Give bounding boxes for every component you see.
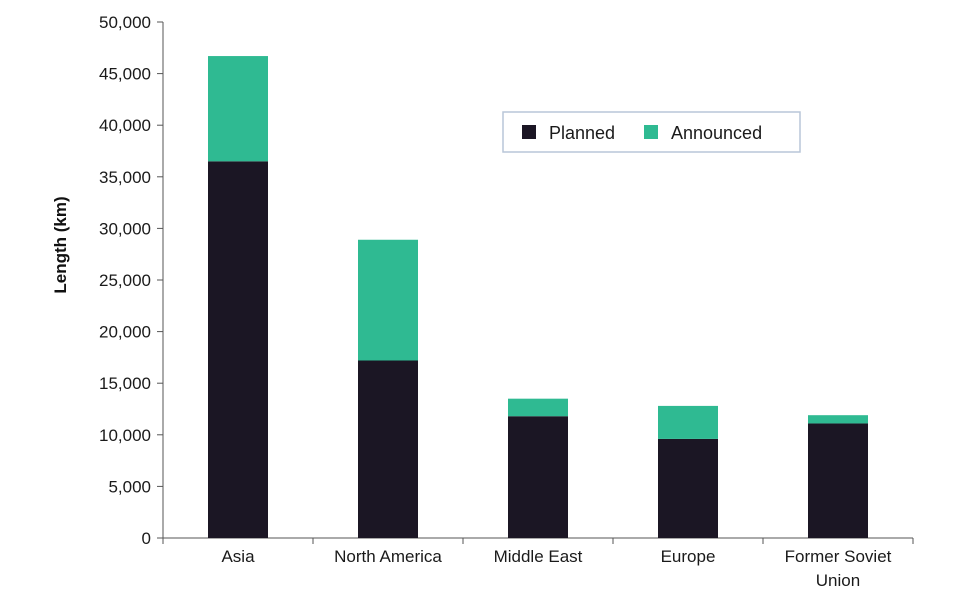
y-axis-title: Length (km): [51, 196, 70, 293]
y-tick-label: 45,000: [99, 65, 151, 84]
y-tick-label: 5,000: [108, 477, 151, 496]
x-tick-label: Former Soviet Union: [785, 547, 892, 590]
bar-announced-middle-east: [508, 398, 568, 417]
legend-label-announced: Announced: [671, 123, 762, 143]
x-tick-label: Asia: [221, 547, 255, 566]
bar-announced-europe: [658, 405, 718, 439]
x-axis: Asia North America Middle East Europe Former…: [162, 537, 914, 590]
x-tick-label: Europe: [661, 547, 716, 566]
legend: Planned Announced: [502, 111, 801, 153]
bar-announced-asia: [208, 56, 268, 162]
y-tick-label: 20,000: [99, 323, 151, 342]
y-tick-label: 50,000: [99, 13, 151, 32]
bar-planned-asia: [208, 161, 268, 538]
legend-label-planned: Planned: [549, 123, 615, 143]
bar-announced-north-america: [358, 239, 418, 361]
bar-planned-former-soviet-union: [808, 423, 868, 538]
y-tick-label: 25,000: [99, 271, 151, 290]
bar-planned-europe: [658, 438, 718, 538]
legend-swatch-announced: [644, 125, 658, 139]
y-axis: 0 5,000 10,000 15,000 20,000 25,000 30,000 35,0…: [99, 13, 164, 548]
bar-planned-north-america: [358, 360, 418, 538]
y-tick-label: 10,000: [99, 426, 151, 445]
x-tick-label: Middle East: [494, 547, 583, 566]
legend-swatch-planned: [522, 125, 536, 139]
x-tick-label: North America: [334, 547, 442, 566]
y-tick-label: 30,000: [99, 219, 151, 238]
bars: [208, 56, 868, 538]
y-tick-label: 15,000: [99, 374, 151, 393]
bar-planned-middle-east: [508, 416, 568, 538]
bar-announced-former-soviet-union: [808, 415, 868, 424]
y-tick-label: 0: [142, 529, 151, 548]
y-tick-label: 35,000: [99, 168, 151, 187]
y-tick-label: 40,000: [99, 116, 151, 135]
